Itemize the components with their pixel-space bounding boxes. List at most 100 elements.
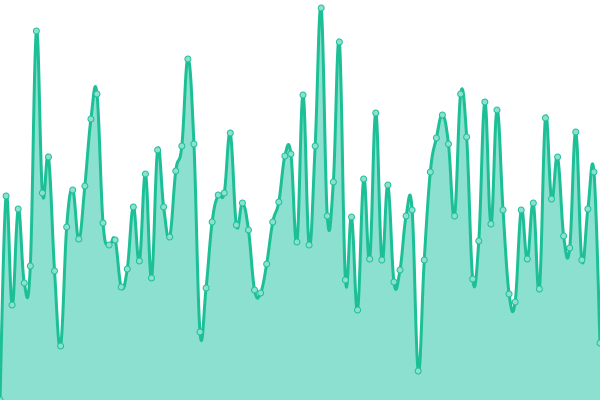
data-point xyxy=(590,168,598,176)
data-point xyxy=(457,90,465,98)
data-point xyxy=(75,235,83,243)
data-point xyxy=(81,182,89,190)
data-point xyxy=(432,134,440,142)
data-point xyxy=(232,221,240,229)
data-point xyxy=(511,298,519,306)
data-point xyxy=(178,142,186,150)
data-point xyxy=(402,212,410,220)
data-point xyxy=(560,232,568,240)
data-point xyxy=(372,109,380,117)
data-point xyxy=(499,206,507,214)
data-point xyxy=(505,290,513,298)
data-point xyxy=(26,262,34,270)
data-point xyxy=(184,55,192,63)
data-point xyxy=(596,339,600,347)
data-point xyxy=(554,153,562,161)
data-points xyxy=(0,4,600,400)
data-point xyxy=(220,189,228,197)
data-point xyxy=(123,265,131,273)
data-point xyxy=(378,256,386,264)
data-point xyxy=(93,90,101,98)
data-point xyxy=(32,27,40,35)
data-point xyxy=(105,241,113,249)
data-point xyxy=(117,283,125,291)
data-point xyxy=(148,274,156,282)
data-point xyxy=(426,168,434,176)
data-point xyxy=(390,278,398,286)
data-point xyxy=(226,129,234,137)
data-point xyxy=(51,267,59,275)
data-point xyxy=(541,114,549,122)
data-point xyxy=(311,142,319,150)
data-point xyxy=(172,167,180,175)
data-point xyxy=(0,396,4,400)
data-point xyxy=(317,4,325,12)
data-point xyxy=(166,233,174,241)
data-point xyxy=(63,223,71,231)
data-point xyxy=(287,150,295,158)
data-point xyxy=(69,186,77,194)
data-point xyxy=(190,140,198,148)
data-point xyxy=(135,257,143,265)
data-point xyxy=(420,256,428,264)
data-point xyxy=(584,205,592,213)
data-point xyxy=(335,38,343,46)
data-point xyxy=(129,203,137,211)
data-point xyxy=(408,206,416,214)
data-point xyxy=(529,199,537,207)
data-point xyxy=(208,218,216,226)
data-point xyxy=(481,98,489,106)
data-point xyxy=(44,153,52,161)
data-point xyxy=(154,146,162,154)
data-point xyxy=(141,170,149,178)
data-point xyxy=(160,203,168,211)
data-point xyxy=(299,91,307,99)
data-point xyxy=(348,213,356,221)
data-point xyxy=(14,205,22,213)
data-point xyxy=(535,285,543,293)
data-point xyxy=(251,286,259,294)
data-point xyxy=(329,178,337,186)
data-point xyxy=(196,328,204,336)
data-point xyxy=(444,140,452,148)
series-line xyxy=(0,5,600,400)
data-point xyxy=(8,301,16,309)
data-point xyxy=(414,367,422,375)
data-point xyxy=(293,238,301,246)
data-point xyxy=(275,198,283,206)
data-point xyxy=(244,226,252,234)
data-point xyxy=(238,199,246,207)
data-point xyxy=(366,255,374,263)
data-point xyxy=(572,128,580,136)
data-point xyxy=(463,133,471,141)
data-point xyxy=(517,206,525,214)
data-point xyxy=(360,175,368,183)
data-point xyxy=(384,181,392,189)
data-point xyxy=(2,192,10,200)
data-point xyxy=(57,342,65,350)
data-point xyxy=(341,276,349,284)
data-point xyxy=(493,106,501,114)
data-point xyxy=(269,218,277,226)
data-point xyxy=(548,195,556,203)
data-point xyxy=(111,236,119,244)
data-point xyxy=(523,255,531,263)
data-point xyxy=(202,284,210,292)
data-point xyxy=(38,189,46,197)
data-point xyxy=(323,212,331,220)
data-point xyxy=(487,220,495,228)
data-point xyxy=(578,256,586,264)
data-point xyxy=(87,115,95,123)
data-point xyxy=(20,279,28,287)
data-point xyxy=(99,219,107,227)
data-point xyxy=(281,152,289,160)
data-point xyxy=(469,275,477,283)
data-point xyxy=(566,244,574,252)
data-point xyxy=(305,241,313,249)
data-point xyxy=(257,289,265,297)
data-point xyxy=(451,212,459,220)
data-point xyxy=(354,306,362,314)
data-point xyxy=(475,237,483,245)
data-point xyxy=(396,266,404,274)
